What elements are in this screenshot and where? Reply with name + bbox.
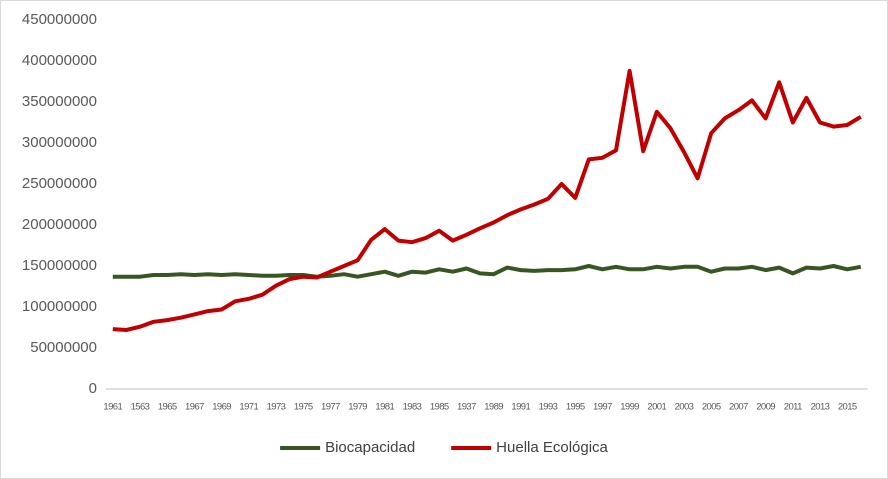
x-tick-label: 1993 <box>539 402 558 413</box>
x-tick-label: 2009 <box>756 402 775 413</box>
x-tick-label: 1989 <box>484 402 503 413</box>
x-tick-label: 1985 <box>430 402 449 413</box>
x-tick-label: 1981 <box>375 402 394 413</box>
x-tick-label: 1967 <box>185 402 204 413</box>
x-tick-label: 1937 <box>457 402 476 413</box>
series-line <box>112 68 862 332</box>
x-tick-label: 1977 <box>321 402 340 413</box>
y-tick-label: 200000000 <box>22 216 97 233</box>
x-tick-label: 1973 <box>267 402 286 413</box>
x-tick-label: 1995 <box>566 402 585 413</box>
x-tick-label: 1979 <box>348 402 367 413</box>
x-tick-label: 1999 <box>620 402 639 413</box>
y-tick-label: 250000000 <box>22 175 97 192</box>
series-line <box>112 264 862 279</box>
x-tick-label: 1971 <box>239 402 258 413</box>
x-tick-label: 2001 <box>647 402 666 413</box>
x-tick-label: 1969 <box>212 402 231 413</box>
x-tick-label: 1563 <box>131 402 150 413</box>
legend-label: Biocapacidad <box>325 439 415 456</box>
x-tick-label: 2011 <box>784 402 802 413</box>
x-tick-label: 1997 <box>593 402 612 413</box>
y-tick-label: 350000000 <box>22 93 97 110</box>
x-tick-label: 1991 <box>511 402 530 413</box>
x-tick-label: 2003 <box>675 402 694 413</box>
y-tick-label: 150000000 <box>22 257 97 274</box>
x-tick-label: 1983 <box>403 402 422 413</box>
y-tick-label: 0 <box>89 380 97 397</box>
x-tick-label: 2013 <box>811 402 830 413</box>
y-tick-label: 50000000 <box>30 339 97 356</box>
y-tick-label: 450000000 <box>22 11 97 28</box>
legend-label: Huella Ecológica <box>496 439 608 456</box>
x-tick-label: 1961 <box>103 402 122 413</box>
x-tick-label: 1975 <box>294 402 313 413</box>
y-tick-label: 400000000 <box>22 52 97 69</box>
x-tick-label: 1965 <box>158 402 177 413</box>
x-tick-label: 2015 <box>838 402 857 413</box>
x-tick-label: 2007 <box>729 402 748 413</box>
y-tick-label: 100000000 <box>22 298 97 315</box>
y-tick-label: 300000000 <box>22 134 97 151</box>
x-tick-label: 2005 <box>702 402 721 413</box>
